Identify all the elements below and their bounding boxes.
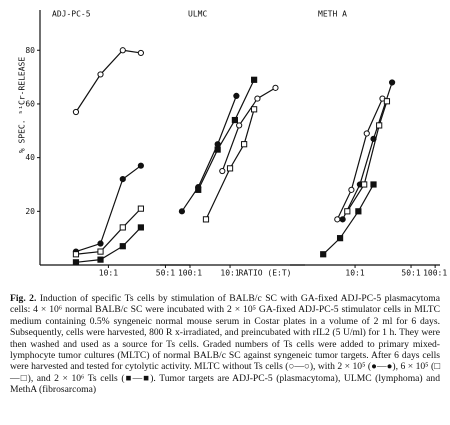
marker bbox=[320, 251, 327, 258]
marker bbox=[251, 106, 258, 113]
marker bbox=[231, 116, 238, 124]
x-tick-label: 50:1 bbox=[156, 269, 175, 278]
series-line bbox=[322, 184, 375, 255]
y-axis-label: % SPEC. ⁵¹Cr-RELEASE bbox=[18, 57, 27, 154]
marker bbox=[383, 98, 391, 105]
marker bbox=[254, 95, 261, 102]
marker bbox=[370, 181, 377, 188]
marker bbox=[388, 79, 396, 86]
x-tick-label: 50:1 bbox=[401, 269, 420, 278]
y-tick-label: 40 bbox=[25, 153, 35, 162]
marker bbox=[119, 47, 126, 54]
marker bbox=[202, 216, 210, 223]
marker bbox=[339, 216, 346, 223]
marker bbox=[72, 251, 80, 258]
marker bbox=[137, 162, 144, 169]
marker bbox=[97, 240, 104, 247]
marker bbox=[97, 256, 104, 263]
x-tick-label: 10:1 bbox=[99, 269, 118, 278]
marker bbox=[336, 235, 344, 242]
marker bbox=[334, 216, 341, 223]
marker bbox=[241, 141, 248, 148]
caption-text: Induction of specific Ts cells by stimul… bbox=[10, 293, 440, 396]
y-tick-label: 80 bbox=[25, 46, 35, 55]
marker bbox=[119, 176, 126, 183]
marker bbox=[214, 146, 221, 153]
marker bbox=[272, 84, 279, 91]
marker bbox=[178, 208, 186, 215]
panel-title: ULMC bbox=[188, 10, 207, 19]
y-tick-label: 60 bbox=[25, 99, 35, 108]
series-line bbox=[336, 98, 384, 220]
y-tick-label: 20 bbox=[25, 207, 35, 216]
x-tick-label: 100:1 bbox=[178, 269, 202, 278]
x-tick-label: 100:1 bbox=[423, 269, 447, 278]
series-line bbox=[75, 227, 142, 263]
series-line bbox=[197, 79, 255, 191]
marker bbox=[348, 186, 355, 193]
series-line bbox=[181, 95, 237, 212]
series-line bbox=[75, 49, 141, 113]
series-line bbox=[75, 208, 142, 255]
marker bbox=[97, 248, 104, 255]
marker bbox=[72, 108, 80, 116]
marker bbox=[361, 181, 368, 188]
series-line bbox=[75, 165, 142, 253]
marker bbox=[236, 122, 243, 129]
series-line bbox=[346, 101, 388, 212]
marker bbox=[376, 122, 383, 129]
panel-title: METH A bbox=[318, 10, 347, 19]
marker bbox=[137, 205, 144, 212]
caption-label: Fig. 2. bbox=[10, 293, 37, 304]
marker bbox=[137, 49, 144, 57]
marker bbox=[137, 224, 144, 231]
marker bbox=[226, 165, 234, 172]
x-tick-label: 10:1 bbox=[345, 269, 364, 278]
caption: Fig. 2. Induction of specific Ts cells b… bbox=[10, 293, 440, 396]
marker bbox=[233, 92, 240, 99]
marker bbox=[97, 71, 104, 78]
marker bbox=[119, 243, 126, 250]
series-line bbox=[342, 82, 393, 220]
marker bbox=[363, 130, 370, 137]
x-tick-label: 10:1 bbox=[220, 269, 239, 278]
marker bbox=[195, 186, 202, 193]
series-line bbox=[205, 109, 255, 220]
marker bbox=[355, 208, 362, 215]
series-line bbox=[221, 87, 276, 172]
marker bbox=[251, 76, 258, 83]
panel-title: ADJ-PC-5 bbox=[52, 10, 91, 19]
marker bbox=[72, 259, 80, 266]
x-axis-label: RATIO (E:T) bbox=[239, 269, 292, 278]
marker bbox=[219, 167, 226, 175]
marker bbox=[119, 224, 126, 231]
marker bbox=[344, 208, 351, 215]
